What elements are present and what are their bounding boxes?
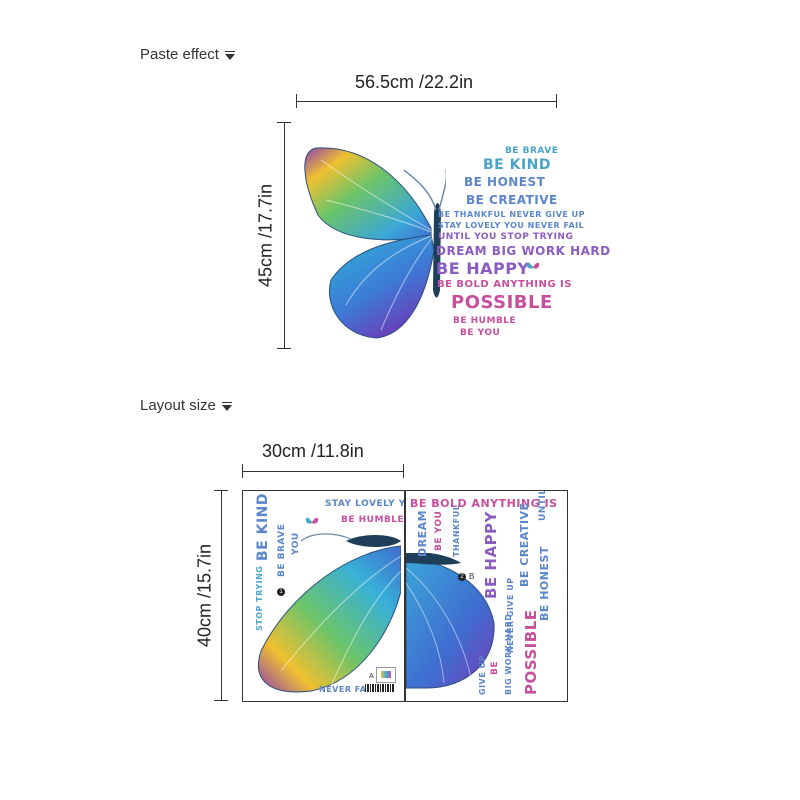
b-word-be-you: BE YOU bbox=[434, 510, 444, 551]
layout-size-header: Layout size bbox=[140, 397, 232, 414]
word-until-stop-trying: UNTIL YOU STOP TRYING bbox=[438, 232, 574, 242]
paste-height-label: 45cm /17.7in bbox=[255, 183, 276, 288]
word-be-kind: BE KIND bbox=[483, 157, 552, 173]
b-word-possible: POSSIBLE bbox=[522, 609, 540, 696]
a-word-never-fail: NEVER FAIL bbox=[319, 685, 376, 694]
b-word-be-creative: BE CREATIVE bbox=[518, 502, 531, 587]
b-word-thankful: THANKFUL bbox=[452, 504, 461, 557]
sheet-a-butterfly-icon bbox=[305, 517, 319, 524]
word-thankful-never-give-up: BE THANKFUL NEVER GIVE UP bbox=[438, 210, 586, 219]
word-be-honest: BE HONEST bbox=[464, 175, 546, 189]
layout-height-label: 40cm /15.7in bbox=[194, 543, 215, 648]
paste-height-line bbox=[284, 122, 285, 348]
a-word-stay-lovely: STAY LOVELY YOU bbox=[325, 499, 405, 509]
sheet-a-thumbnail bbox=[376, 667, 396, 683]
butterfly-full-illustration bbox=[304, 147, 446, 339]
b-word-be-bold: BE BOLD ANYTHING IS bbox=[410, 497, 558, 510]
word-possible: POSSIBLE bbox=[451, 292, 553, 313]
b-word-until: UNTIL bbox=[538, 490, 548, 521]
sheet-b: BE BOLD ANYTHING IS UNTIL DREAM BE YOU T… bbox=[405, 490, 568, 702]
sheet-b-marker: 2 bbox=[458, 573, 466, 581]
word-be-creative: BE CREATIVE bbox=[466, 193, 558, 207]
a-word-you: YOU bbox=[291, 532, 301, 555]
layout-width-tick-left bbox=[242, 464, 243, 478]
sheet-a-letter: A bbox=[369, 673, 374, 680]
a-word-be-brave: BE BRAVE bbox=[277, 523, 287, 577]
small-butterfly-icon bbox=[526, 262, 540, 269]
word-dream-big: DREAM BIG WORK HARD bbox=[436, 244, 611, 258]
paste-width-tick-right bbox=[556, 94, 557, 108]
word-be-brave: BE BRAVE bbox=[505, 146, 559, 156]
b-word-be-happy: BE HAPPY bbox=[482, 511, 500, 599]
b-word-big-work-hard: BIG WORK HARD bbox=[504, 613, 513, 695]
paste-height-tick-top bbox=[277, 122, 291, 123]
sheet-b-letter: B bbox=[469, 572, 475, 581]
b-word-give-up: GIVE UP bbox=[478, 655, 487, 695]
paste-width-label: 56.5cm /22.2in bbox=[355, 72, 474, 92]
layout-height-tick-top bbox=[214, 490, 228, 491]
a-word-stop-trying: STOP TRYING bbox=[255, 565, 264, 631]
a-word-be-humble: BE HUMBLE bbox=[341, 515, 405, 525]
paste-effect-label: Paste effect bbox=[140, 46, 219, 63]
a-word-be-kind: BE KIND bbox=[255, 492, 271, 561]
word-stay-lovely: STAY LOVELY YOU NEVER FAIL bbox=[438, 221, 585, 230]
word-be-happy: BE HAPPY bbox=[436, 259, 530, 278]
word-be-you: BE YOU bbox=[460, 328, 501, 338]
sheet-a: STAY LOVELY YOU BE HUMBLE BE KIND BE BRA… bbox=[242, 490, 405, 702]
barcode-icon bbox=[365, 684, 395, 692]
sheet-a-wing bbox=[258, 533, 401, 693]
sheet-a-marker: 1 bbox=[277, 588, 285, 596]
paste-effect-header: Paste effect bbox=[140, 46, 235, 63]
word-be-humble: BE HUMBLE bbox=[453, 316, 517, 326]
layout-width-label: 30cm /11.8in bbox=[262, 441, 364, 461]
paste-width-tick-left bbox=[296, 94, 297, 108]
caret-down-icon bbox=[224, 50, 235, 60]
word-be-bold: BE BOLD ANYTHING IS bbox=[437, 279, 572, 290]
b-word-be: BE bbox=[490, 660, 500, 675]
sheet-b-wing bbox=[406, 553, 495, 689]
layout-width-line bbox=[242, 471, 404, 472]
layout-height-line bbox=[221, 490, 222, 700]
paste-width-line bbox=[296, 101, 557, 102]
layout-size-label: Layout size bbox=[140, 397, 216, 414]
caret-down-icon bbox=[221, 401, 232, 411]
layout-height-tick-bottom bbox=[214, 700, 228, 701]
layout-width-tick-right bbox=[403, 464, 404, 478]
paste-height-tick-bottom bbox=[277, 348, 291, 349]
b-word-dream: DREAM bbox=[416, 509, 429, 557]
